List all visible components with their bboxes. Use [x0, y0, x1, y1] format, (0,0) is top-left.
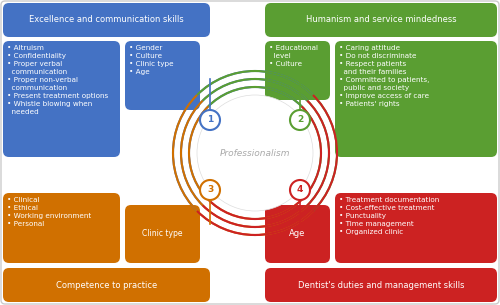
Text: 2: 2: [297, 116, 303, 124]
Text: Humanism and service mindedness: Humanism and service mindedness: [306, 16, 456, 24]
Text: • Gender
• Culture
• Clinic type
• Age: • Gender • Culture • Clinic type • Age: [129, 45, 174, 75]
Text: 1: 1: [207, 116, 213, 124]
Text: • Clinical
• Ethical
• Working environment
• Personal: • Clinical • Ethical • Working environme…: [7, 197, 91, 227]
FancyBboxPatch shape: [125, 205, 200, 263]
Circle shape: [290, 180, 310, 200]
Text: Age: Age: [290, 229, 306, 239]
FancyBboxPatch shape: [125, 41, 200, 110]
FancyBboxPatch shape: [335, 41, 497, 157]
Circle shape: [200, 180, 220, 200]
FancyBboxPatch shape: [265, 41, 330, 100]
FancyBboxPatch shape: [3, 3, 210, 37]
Text: 4: 4: [297, 185, 303, 195]
Text: Excellence and communication skills: Excellence and communication skills: [29, 16, 184, 24]
Text: • Caring attitude
• Do not discriminate
• Respect patients
  and their families
: • Caring attitude • Do not discriminate …: [339, 45, 430, 107]
FancyBboxPatch shape: [3, 193, 120, 263]
Circle shape: [290, 110, 310, 130]
Circle shape: [200, 110, 220, 130]
Circle shape: [197, 95, 313, 211]
FancyBboxPatch shape: [265, 3, 497, 37]
Text: Clinic type: Clinic type: [142, 229, 183, 239]
Text: • Treatment documentation
• Cost-effective treatment
• Punctuality
• Time manage: • Treatment documentation • Cost-effecti…: [339, 197, 440, 235]
Text: • Educational
  level
• Culture: • Educational level • Culture: [269, 45, 318, 67]
Text: • Altruism
• Confidentiality
• Proper verbal
  communication
• Proper non-verbal: • Altruism • Confidentiality • Proper ve…: [7, 45, 108, 115]
FancyBboxPatch shape: [335, 193, 497, 263]
Text: Dentist's duties and management skills: Dentist's duties and management skills: [298, 281, 464, 289]
Text: Professionalism: Professionalism: [220, 149, 290, 157]
FancyBboxPatch shape: [3, 41, 120, 157]
FancyBboxPatch shape: [265, 268, 497, 302]
FancyBboxPatch shape: [3, 268, 210, 302]
Text: 3: 3: [207, 185, 213, 195]
FancyBboxPatch shape: [265, 205, 330, 263]
Text: Competence to practice: Competence to practice: [56, 281, 157, 289]
